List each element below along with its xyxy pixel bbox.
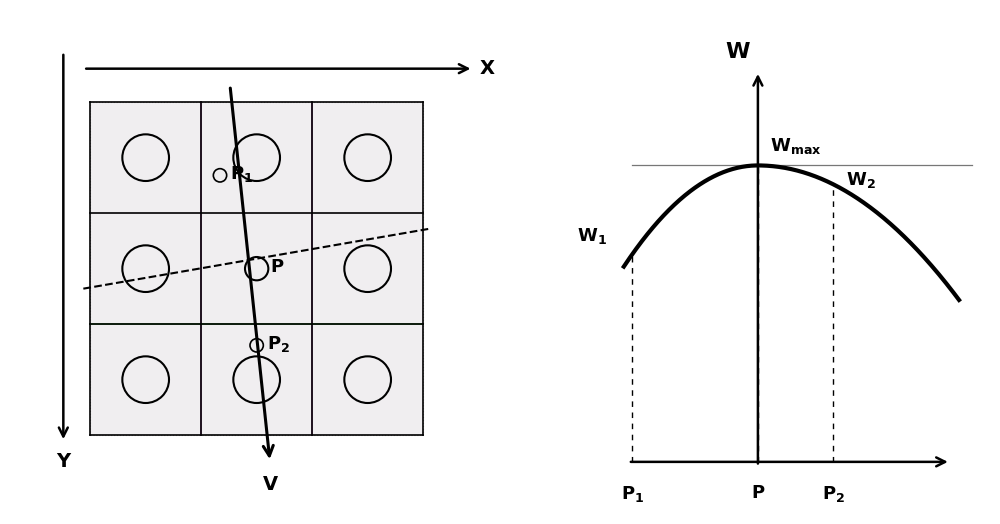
Text: $\mathbf{P_2}$: $\mathbf{P_2}$ [267, 334, 290, 354]
Text: X: X [480, 59, 495, 78]
Text: Y: Y [56, 452, 70, 471]
Text: V: V [262, 475, 278, 494]
Bar [90, 102, 423, 435]
Text: $\mathbf{W_{max}}$: $\mathbf{W_{max}}$ [770, 136, 822, 157]
Text: $\mathbf{W_2}$: $\mathbf{W_2}$ [846, 170, 876, 190]
Text: $\mathbf{P_2}$: $\mathbf{P_2}$ [822, 484, 845, 504]
Text: $\mathbf{P_1}$: $\mathbf{P_1}$ [621, 484, 644, 504]
Text: W: W [725, 42, 750, 62]
Bar [90, 102, 423, 435]
Text: $\mathbf{W_1}$: $\mathbf{W_1}$ [577, 226, 607, 246]
Text: $\mathbf{P}$: $\mathbf{P}$ [751, 484, 765, 503]
Text: $\mathbf{P}$: $\mathbf{P}$ [270, 258, 284, 276]
Text: $\mathbf{P_1}$: $\mathbf{P_1}$ [230, 163, 253, 184]
